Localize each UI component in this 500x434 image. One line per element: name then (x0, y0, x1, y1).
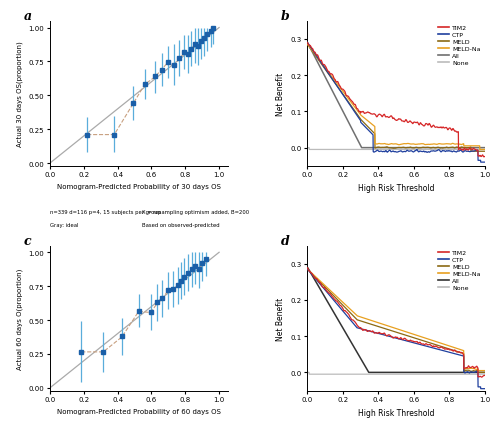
Text: X = resampling optimism added, B=200: X = resampling optimism added, B=200 (142, 210, 250, 215)
Y-axis label: Actual 30 days OS(proportion): Actual 30 days OS(proportion) (16, 41, 23, 147)
X-axis label: Nomogram-Predicted Probability of 60 days OS: Nomogram-Predicted Probability of 60 day… (57, 408, 220, 414)
X-axis label: High Risk Threshold: High Risk Threshold (358, 408, 434, 417)
Text: Based on observed-predicted: Based on observed-predicted (142, 223, 220, 228)
Text: a: a (24, 10, 32, 23)
Y-axis label: Net Benefit: Net Benefit (276, 297, 285, 340)
Text: b: b (281, 10, 289, 23)
X-axis label: High Risk Threshold: High Risk Threshold (358, 184, 434, 192)
Text: d: d (281, 234, 289, 247)
X-axis label: Nomogram-Predicted Probability of 30 days OS: Nomogram-Predicted Probability of 30 day… (57, 184, 220, 189)
Text: n=339 d=116 p=4, 15 subjects per group: n=339 d=116 p=4, 15 subjects per group (50, 210, 161, 215)
Text: Gray: ideal: Gray: ideal (50, 223, 78, 228)
Legend: TIM2, CTP, MELD, MELD-Na, All, None: TIM2, CTP, MELD, MELD-Na, All, None (436, 249, 482, 292)
Text: c: c (24, 234, 31, 247)
Y-axis label: Actual 60 days O(proportion): Actual 60 days O(proportion) (16, 268, 23, 369)
Legend: TIM2, CTP, MELD, MELD-Na, All, None: TIM2, CTP, MELD, MELD-Na, All, None (436, 25, 482, 67)
Y-axis label: Net Benefit: Net Benefit (276, 72, 285, 115)
